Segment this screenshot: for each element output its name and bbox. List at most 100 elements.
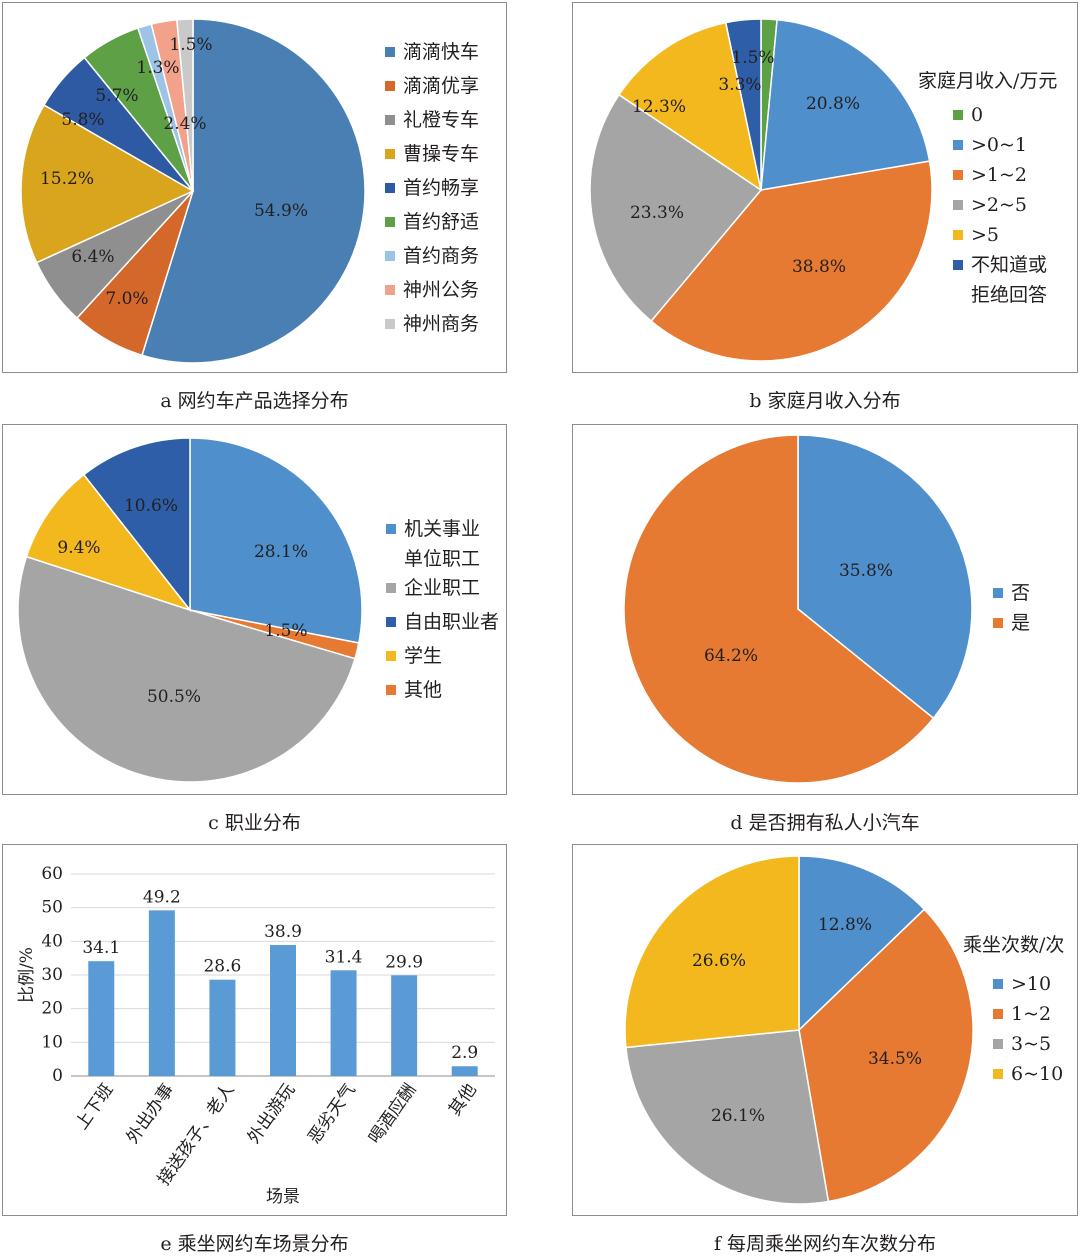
legend-swatch-4 <box>993 1069 1003 1079</box>
panel-f: 12.8% 34.5% 26.1% 26.6% 乘坐次数/次 >10 1~2 3~5 6~10 <box>572 844 1078 1216</box>
legend-label-1: 单位职工 <box>404 548 480 570</box>
bar-value-label-1: 34.1 <box>82 938 120 958</box>
data-label-3: 38.8% <box>792 257 846 277</box>
legend-swatch-3 <box>385 115 395 125</box>
pie-slice-4 <box>25 473 193 612</box>
data-label-3: 26.1% <box>711 1106 765 1126</box>
y-tick-label: 10 <box>41 1032 63 1052</box>
y-tick-label: 40 <box>41 931 63 951</box>
data-label-5: 5.8% <box>61 110 104 130</box>
legend-swatch-5 <box>385 183 395 193</box>
legend-label-3: 礼橙专车 <box>403 109 479 131</box>
category-label-2: 外出办事 <box>123 1080 178 1147</box>
legend-label-2: 企业职工 <box>404 577 480 599</box>
category-label-5: 恶劣天气 <box>304 1080 359 1147</box>
x-axis-label: 场景 <box>266 1187 300 1207</box>
data-label-4: 26.6% <box>692 951 746 971</box>
bar-value-label-6: 29.9 <box>385 952 423 972</box>
y-tick-label: 0 <box>52 1066 63 1086</box>
pie-slice-1 <box>798 855 926 1032</box>
chart-f-weekly-rides: 12.8% 34.5% 26.1% 26.6% 乘坐次数/次 >10 1~2 3~5 6~10 <box>624 855 1064 1205</box>
category-label-6: 喝酒应酬 <box>365 1080 420 1147</box>
pie-slice-2 <box>798 908 974 1203</box>
legend-swatch-1 <box>993 588 1003 598</box>
bar-value-label-3: 28.6 <box>203 957 241 977</box>
legend-label-4: 6~10 <box>1011 1063 1063 1085</box>
caption-b: b 家庭月收入分布 <box>749 390 901 412</box>
legend-label-6: 拒绝回答 <box>971 284 1047 306</box>
data-label-4: 9.4% <box>57 538 100 558</box>
pie-slice-3 <box>625 1029 830 1205</box>
data-label-1: 54.9% <box>254 201 308 221</box>
legend-title: 乘坐次数/次 <box>963 934 1064 956</box>
bar-7 <box>451 1066 478 1076</box>
pie-slice-2 <box>623 434 935 784</box>
bar-value-label-7: 2.9 <box>451 1043 478 1063</box>
y-axis-label: 比例/% <box>17 947 37 1003</box>
panel-a: 54.9% 7.0% 6.4% 15.2% 5.8% 5.7% 1.3% 2.4% 1.5% 滴滴… <box>2 2 507 373</box>
legend-label-5: 其他 <box>404 679 442 701</box>
pie-slice-1 <box>797 434 973 720</box>
caption-f: f 每周乘坐网约车次数分布 <box>713 1233 937 1255</box>
data-label-5: 12.3% <box>632 97 686 117</box>
panel-e: 0 10 20 30 40 50 60 比例/% 34.1 上下班 49.2 外出办事 28.6 接送孩子… <box>2 844 507 1216</box>
legend-label-1: 0 <box>971 104 983 126</box>
legend-label-1: 机关事业 <box>404 518 480 540</box>
legend-swatch-5 <box>953 230 963 240</box>
legend-swatch-4 <box>386 651 396 661</box>
pie-slice-3 <box>17 555 356 783</box>
legend-title: 家庭月收入/万元 <box>918 70 1057 92</box>
legend-swatch-2 <box>385 81 395 91</box>
legend-label-7: 首约商务 <box>403 245 479 267</box>
legend-label-3: 3~5 <box>1011 1033 1051 1055</box>
bar-value-label-2: 49.2 <box>143 887 181 907</box>
data-label-7: 1.3% <box>136 58 179 78</box>
legend-label-1: 滴滴快车 <box>403 41 479 63</box>
data-label-1: 1.5% <box>731 48 774 68</box>
y-tick-label: 20 <box>41 999 63 1019</box>
bar-5 <box>330 970 357 1076</box>
panel-b: 1.5% 20.8% 38.8% 23.3% 12.3% 3.3% 家庭月收入/万元 0 >0~… <box>572 2 1078 373</box>
pie-slice-2 <box>760 18 931 191</box>
legend-swatch-3 <box>953 170 963 180</box>
legend-swatch-7 <box>385 251 395 261</box>
data-label-4: 15.2% <box>40 169 94 189</box>
legend-swatch-2 <box>993 618 1003 628</box>
chart-c-occupation: 28.1% 1.5% 50.5% 9.4% 10.6% 机关事业单位职工企业职工自由职业者… <box>17 437 499 783</box>
legend-label-2: 1~2 <box>1011 1003 1051 1025</box>
category-label-1: 上下班 <box>72 1080 118 1133</box>
bar-4 <box>270 945 296 1076</box>
y-tick-label: 50 <box>41 898 63 918</box>
pie-slice-4 <box>624 855 800 1049</box>
legend-swatch-1 <box>953 110 963 120</box>
data-label-9: 1.5% <box>169 35 212 55</box>
legend-swatch-2 <box>993 1009 1003 1019</box>
data-label-6: 5.7% <box>95 86 138 106</box>
panel-d: 35.8% 64.2% 否是 <box>572 424 1078 795</box>
data-label-2: 34.5% <box>868 1049 922 1069</box>
data-label-2: 7.0% <box>105 289 148 309</box>
pie-slice-1 <box>141 18 366 364</box>
legend-label-4: >2~5 <box>971 194 1027 216</box>
data-label-3: 6.4% <box>71 247 114 267</box>
legend-label-6: 不知道或 <box>971 254 1047 276</box>
data-label-3: 50.5% <box>147 687 201 707</box>
legend-label-1: >10 <box>1011 973 1051 995</box>
legend-swatch-6 <box>953 260 963 270</box>
legend-swatch-4 <box>953 200 963 210</box>
data-label-1: 28.1% <box>254 542 308 562</box>
pie-slice-3 <box>650 160 933 362</box>
pie-slice-9 <box>176 18 194 192</box>
legend-swatch-2 <box>953 140 963 150</box>
legend-label-4: 学生 <box>404 645 442 667</box>
pie-slice-5 <box>617 21 763 192</box>
data-label-2: 20.8% <box>806 94 860 114</box>
legend-swatch-4 <box>385 149 395 159</box>
bar-value-label-5: 31.4 <box>325 947 363 967</box>
category-label-4: 外出游玩 <box>244 1080 299 1147</box>
legend-label-5: 首约畅享 <box>403 177 479 199</box>
legend-label-1: 否 <box>1011 582 1030 604</box>
legend-label-3: 自由职业者 <box>404 611 499 633</box>
legend-swatch-3 <box>993 1039 1003 1049</box>
